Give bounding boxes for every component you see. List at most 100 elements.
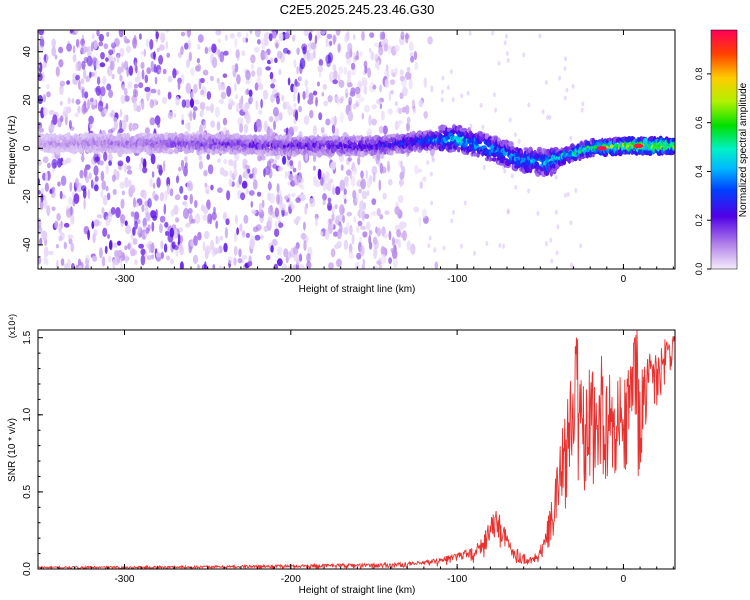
heatmap-cell [149,177,153,187]
heatmap-cell [96,30,100,37]
heatmap-cell [269,193,276,204]
heatmap-cell [88,115,94,125]
heatmap-cell [527,188,531,194]
heatmap-cell [93,256,98,262]
heatmap-cell [365,221,371,231]
heatmap-cell [165,255,171,261]
heatmap-cell [164,221,169,228]
heatmap-cell [469,123,473,129]
heatmap-cell [117,240,122,246]
heatmap-cell [223,50,229,56]
heatmap-cell [188,51,192,62]
heatmap-cell [74,112,79,118]
heatmap-cell [510,173,514,179]
heatmap-cell [239,223,243,232]
heatmap-cell [206,153,210,160]
heatmap-cell [55,66,60,77]
heatmap-cell [360,225,366,231]
heatmap-cell [117,249,123,257]
heatmap-cell [181,165,185,171]
heatmap-cell [83,167,88,179]
heatmap-cell [134,76,140,83]
heatmap-cell [241,230,246,238]
heatmap-cell [406,116,411,124]
heatmap-cell [303,240,307,251]
heatmap-cell [317,168,322,180]
heatmap-cell [149,99,154,109]
heatmap-cell [394,101,398,107]
heatmap-cell [66,106,72,114]
heatmap-cell [278,189,282,197]
heatmap-cell [150,88,157,94]
heatmap-cell [83,101,87,108]
colorbar-tick-label: 0.8 [694,68,704,81]
heatmap-cell [406,240,411,251]
heatmap-cell [294,110,299,121]
heatmap-cell [218,80,221,92]
heatmap-cell [101,180,107,191]
heatmap-cell [672,141,675,146]
heatmap-cell [335,127,340,138]
snr-x-tick-label: 0 [621,574,627,585]
heatmap-cell [63,222,70,228]
heatmap-cell [357,220,363,227]
heatmap-cell [42,172,47,181]
heatmap-cell [38,94,43,105]
heatmap-cell [201,106,205,112]
heatmap-cell [362,258,366,265]
heatmap-cell [87,229,90,241]
heatmap-cell [331,187,336,195]
heatmap-cell [338,79,345,88]
heatmap-cell [120,119,127,131]
heatmap-cell [441,75,445,81]
heatmap-cell [85,175,90,184]
heatmap-cell [245,32,249,39]
heatmap-cell [376,208,381,217]
heatmap-cell [376,59,380,71]
heatmap-cell [485,133,490,138]
heatmap-cell [442,245,446,251]
heatmap-cell [308,197,315,203]
heatmap-cell [419,181,423,190]
heatmap-cell [325,37,329,48]
heatmap-cell [205,106,211,111]
heatmap-cell [671,150,675,154]
heatmap-cell [260,98,263,109]
heatmap-cell [245,70,251,81]
heatmap-cell [242,37,247,44]
heatmap-cell [234,231,238,243]
heatmap-cell [380,110,385,121]
heatmap-cell [164,231,170,236]
heatmap-cell [124,88,128,96]
heatmap-cell [178,227,184,233]
heatmap-cell [333,35,336,46]
heatmap-cell [366,190,370,197]
heatmap-cell [146,91,150,102]
heatmap-cell [304,205,308,215]
heatmap-cell [126,45,131,53]
heatmap-cell [164,190,168,201]
heatmap-cell [371,118,377,126]
heatmap-cell [397,240,402,248]
heatmap-cell [138,225,141,234]
heatmap-cell [240,95,244,105]
heatmap-cell [345,88,349,94]
heatmap-cell [229,169,233,179]
heatmap-cell [38,30,44,36]
heatmap-cell [43,106,48,117]
heatmap-cell [321,147,326,153]
heatmap-cell [197,34,204,43]
heatmap-cell [349,224,353,236]
heatmap-cell [249,30,253,35]
heatmap-cell [380,253,387,265]
heatmap-cell [116,54,120,64]
heatmap-cell [93,184,99,192]
heatmap-cell [255,224,262,231]
heatmap-cell [202,69,209,76]
heatmap-cell [260,234,264,240]
heatmap-cell [287,105,294,117]
heatmap-cell [434,261,439,269]
heatmap-cell [388,230,392,241]
heatmap-cell [101,207,105,215]
